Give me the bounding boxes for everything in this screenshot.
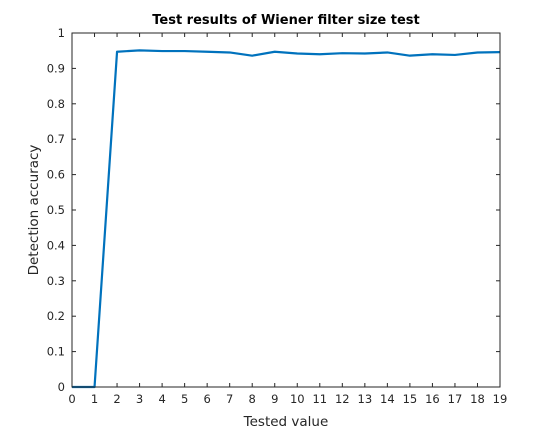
- x-tick-label: 2: [113, 392, 120, 406]
- chart-title: Test results of Wiener filter size test: [152, 13, 419, 28]
- series-line: [72, 49, 501, 389]
- x-tick-label: 11: [312, 392, 327, 406]
- y-tick-label: 0.7: [47, 132, 65, 146]
- y-tick-label: 0: [58, 380, 65, 394]
- x-tick-label: 6: [203, 392, 210, 406]
- x-tick-label: 16: [425, 392, 440, 406]
- x-axis-label: Tested value: [243, 414, 329, 430]
- y-tick-label: 0.2: [47, 309, 65, 323]
- y-tick-label: 0.8: [47, 97, 65, 111]
- y-tick-label: 0.4: [47, 238, 65, 252]
- x-tick-label: 18: [470, 392, 485, 406]
- plot-area: [72, 33, 500, 387]
- y-tick-label: 0.6: [47, 168, 65, 182]
- x-tick-label: 7: [226, 392, 233, 406]
- x-tick-label: 4: [158, 392, 165, 406]
- x-tick-label: 14: [380, 392, 395, 406]
- tick-group: 0 1 2 3 4 5 6 7 8 9 10 11 12 13 14 15 16 17 18 1900.10.20.3…: [47, 26, 508, 406]
- x-tick-label: 15: [403, 392, 418, 406]
- x-tick-label: 8: [249, 392, 256, 406]
- y-tick-label: 0.1: [47, 345, 65, 359]
- x-tick-label: 5: [181, 392, 188, 406]
- x-tick-label: 3: [136, 392, 143, 406]
- x-tick-label: 13: [358, 392, 373, 406]
- axes-box: [71, 32, 501, 388]
- x-tick-label: 19: [493, 392, 508, 406]
- x-tick-label: 10: [290, 392, 305, 406]
- x-tick-label: 12: [335, 392, 350, 406]
- x-tick-label: 0: [68, 392, 75, 406]
- x-tick-label: 1: [91, 392, 98, 406]
- x-tick-label: 9: [271, 392, 278, 406]
- y-tick-label: 0.3: [47, 274, 65, 288]
- x-tick-label: 17: [448, 392, 463, 406]
- y-tick-label: 0.5: [47, 203, 65, 217]
- y-axis-label: Detection accuracy: [26, 145, 42, 276]
- y-tick-label: 0.9: [47, 61, 65, 75]
- y-tick-label: 1: [58, 26, 65, 40]
